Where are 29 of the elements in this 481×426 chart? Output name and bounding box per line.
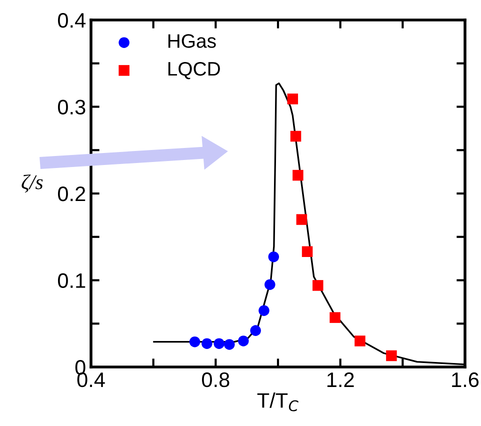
x-tick-label: 0.8 bbox=[202, 372, 230, 388]
point bbox=[214, 338, 224, 349]
x-tick-label: 1.2 bbox=[327, 372, 354, 387]
point bbox=[189, 336, 200, 348]
point bbox=[238, 336, 249, 346]
y-tick-label: 0.2 bbox=[58, 186, 86, 202]
point bbox=[264, 279, 276, 290]
point bbox=[330, 312, 340, 323]
y-tick-label: 0.3 bbox=[58, 100, 86, 115]
legend-label: HGas bbox=[168, 34, 216, 48]
x-tick-label: 1.6 bbox=[452, 372, 479, 388]
point bbox=[354, 336, 366, 346]
point bbox=[224, 339, 235, 350]
y-axis-title: ζ/s bbox=[22, 174, 43, 193]
point bbox=[312, 280, 324, 291]
y-tick-label: 0.1 bbox=[58, 273, 86, 288]
point bbox=[290, 130, 302, 142]
point bbox=[250, 325, 261, 336]
point bbox=[296, 214, 308, 225]
point bbox=[268, 251, 280, 262]
y-tick-label: 0.4 bbox=[58, 13, 86, 28]
point bbox=[302, 246, 313, 257]
point bbox=[287, 94, 298, 104]
x-axis-title: T/T$_{C}$ bbox=[257, 392, 298, 412]
legend-label: LQCD bbox=[168, 62, 220, 80]
point bbox=[258, 305, 270, 316]
point bbox=[202, 338, 212, 349]
point bbox=[292, 170, 304, 181]
point bbox=[386, 350, 397, 362]
